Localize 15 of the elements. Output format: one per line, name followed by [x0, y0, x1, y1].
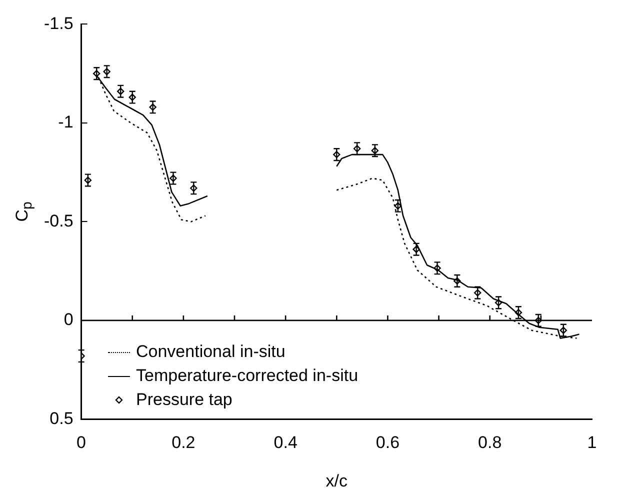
- x-tick-label: 0.8: [478, 433, 502, 452]
- y-tick-label: -0.5: [44, 211, 74, 230]
- legend-label: Conventional in-situ: [136, 341, 286, 363]
- x-tick-label: 0.6: [376, 433, 400, 452]
- y-tick-label: 0: [64, 310, 74, 330]
- x-tick-label: 0.2: [172, 433, 196, 452]
- y-tick-label: -1: [58, 112, 74, 132]
- x-axis-title: x/c: [326, 471, 348, 490]
- x-tick-label: 1: [587, 433, 597, 452]
- legend-label: Temperature-corrected in-situ: [136, 365, 358, 387]
- y-tick-label: -1.5: [44, 14, 74, 33]
- y-tick-label: 0.5: [50, 408, 74, 428]
- x-tick-label: 0.4: [274, 433, 298, 452]
- legend-label: Pressure tap: [136, 389, 232, 411]
- x-tick-label: 0: [76, 433, 86, 452]
